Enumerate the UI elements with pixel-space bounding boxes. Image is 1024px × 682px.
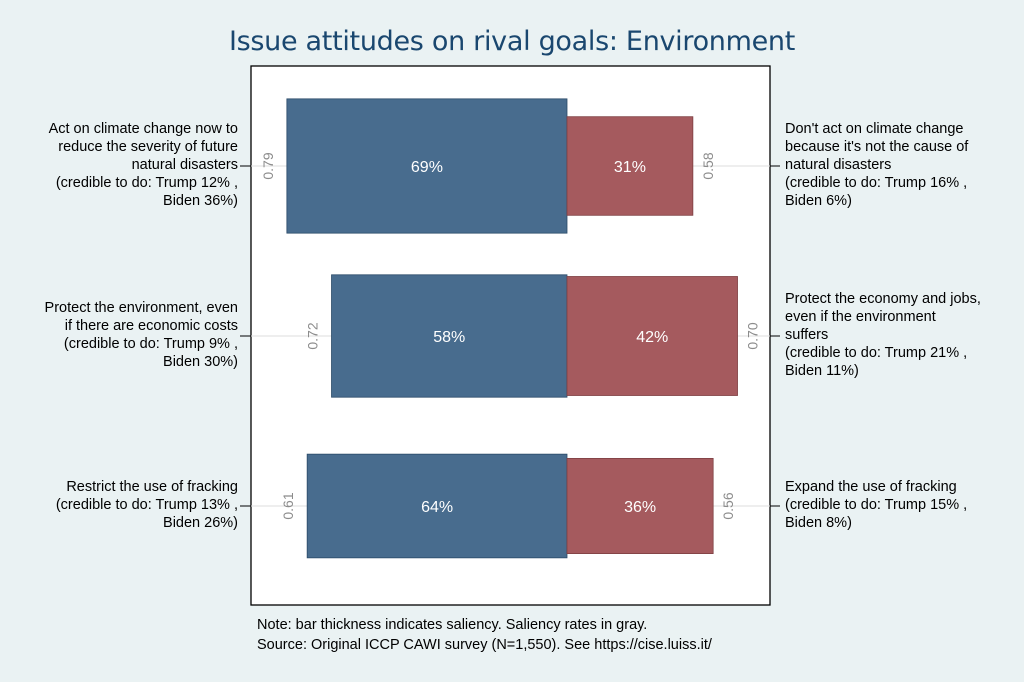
label-line: because it's not the cause of [785,139,969,155]
right-option-label: Don't act on climate change because it's … [785,120,968,210]
left-option-label: Restrict the use of fracking (credible to… [56,478,238,532]
label-line: (credible to do: Trump 15% , [785,497,968,513]
label-line: Protect the environment, even [44,300,238,316]
bar-right [566,116,694,216]
label-line: Biden 11%) [785,363,859,379]
bar-left-value-label: 64% [421,499,453,516]
label-line: (credible to do: Trump 12% , [55,175,238,191]
label-line: (credible to do: Trump 21% , [785,345,968,361]
bar-left-value-label: 58% [433,329,465,346]
source-line: Source: Original ICCP CAWI survey (N=1,5… [257,637,712,653]
saliency-right-label: 0.56 [720,492,736,519]
chart-title: Issue attitudes on rival goals: Environm… [228,26,796,57]
label-line: Protect the economy and jobs, [785,291,981,307]
label-line: Biden 30%) [163,354,238,370]
label-line: Biden 26%) [163,515,238,531]
saliency-left-label: 0.61 [280,492,296,519]
bar-right [566,457,714,554]
label-line: Restrict the use of fracking [66,479,238,495]
bar-right-value-label: 42% [636,329,668,346]
label-line: natural disasters [131,157,238,173]
label-line: if there are economic costs [64,318,238,334]
right-option-label: Expand the use of fracking (credible to d… [785,478,967,532]
bar-left [331,274,568,398]
saliency-left-label: 0.72 [305,322,321,349]
bar-right-value-label: 31% [614,159,646,176]
label-line: (credible to do: Trump 16% , [785,175,968,191]
chart-note: Note: bar thickness indicates saliency. … [257,615,712,655]
label-line: Act on climate change now to [48,121,238,137]
label-line: reduce the severity of future [58,139,238,155]
label-line: (credible to do: Trump 9% , [63,336,238,352]
bar-left-value-label: 69% [411,159,443,176]
note-line: Note: bar thickness indicates saliency. … [257,617,648,633]
label-line: Biden 8%) [785,515,852,531]
label-line: (credible to do: Trump 13% , [55,497,238,513]
bar-left [306,453,568,559]
saliency-right-label: 0.58 [700,152,716,179]
label-line: Don't act on climate change [785,121,964,137]
bar-right-value-label: 36% [624,499,656,516]
label-line: even if the environment [785,309,936,325]
left-option-label: Act on climate change now to reduce the s… [49,120,238,210]
label-line: Biden 6%) [785,193,852,209]
label-line: natural disasters [785,157,892,173]
saliency-right-label: 0.70 [745,322,761,349]
saliency-left-label: 0.79 [260,152,276,179]
bar-left [286,98,568,234]
right-option-label: Protect the economy and jobs, even if the… [785,290,981,380]
bar-right [566,276,738,396]
label-line: Expand the use of fracking [785,479,957,495]
label-line: Biden 36%) [163,193,238,209]
left-option-label: Protect the environment, even if there ar… [45,299,238,371]
label-line: suffers [785,327,829,343]
